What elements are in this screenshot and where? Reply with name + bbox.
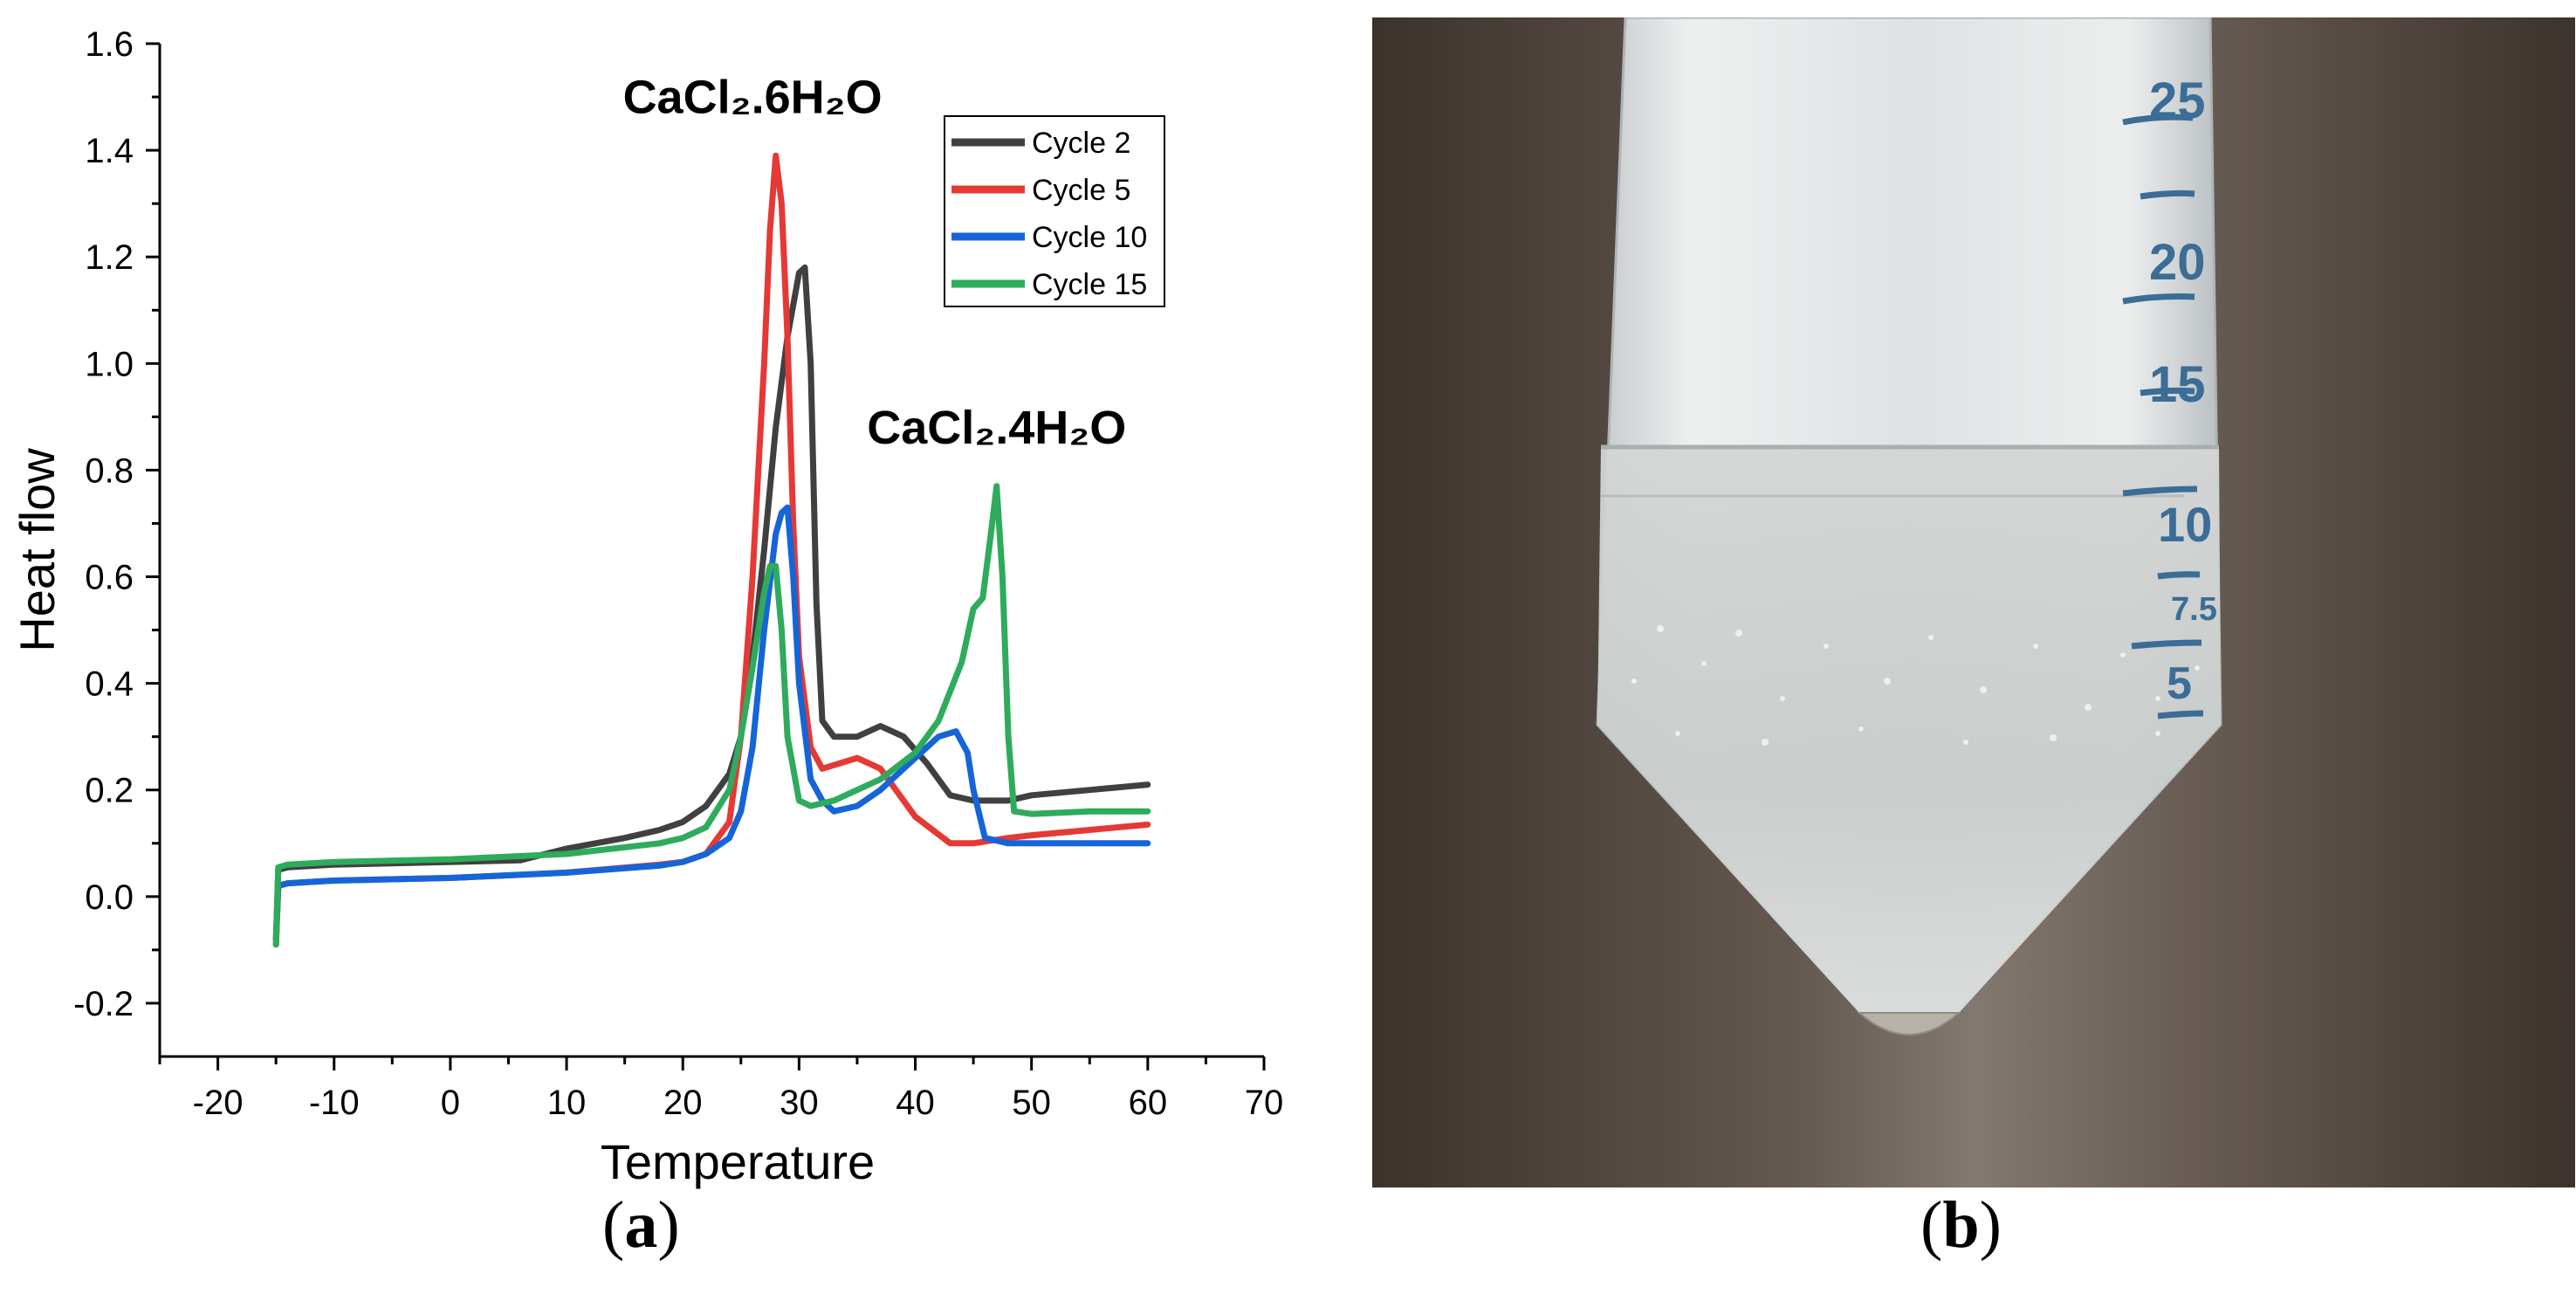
peak-annotation: CaCl₂.6H₂O bbox=[623, 71, 883, 123]
y-tick-label: 1.0 bbox=[85, 345, 134, 383]
y-tick-label: 0.0 bbox=[85, 878, 134, 917]
tube-photo: 25 20 15 10 7.5 5 bbox=[1372, 17, 2575, 1187]
x-tick-label: 60 bbox=[1129, 1084, 1168, 1122]
graduation-5: 5 bbox=[2167, 658, 2192, 709]
x-tick-label: 0 bbox=[441, 1084, 460, 1122]
panel-b-label: (b) bbox=[1920, 1188, 2002, 1262]
graduation-15: 15 bbox=[2149, 356, 2206, 413]
graduation-7-5: 7.5 bbox=[2171, 591, 2217, 628]
y-tick-label: -0.2 bbox=[73, 985, 134, 1023]
chart-series bbox=[272, 152, 1151, 948]
graduation-20: 20 bbox=[2149, 234, 2206, 291]
x-tick-label: 50 bbox=[1012, 1084, 1051, 1122]
series-line-cycle-10 bbox=[272, 504, 1151, 943]
x-tick-label: 30 bbox=[780, 1084, 819, 1122]
legend-label: Cycle 5 bbox=[1032, 174, 1130, 207]
tube-graduation-labels: 25 20 15 10 7.5 5 bbox=[2149, 72, 2217, 709]
series-line-cycle-15 bbox=[272, 483, 1151, 948]
x-tick-label: -20 bbox=[193, 1084, 244, 1122]
x-tick-label: -10 bbox=[309, 1084, 360, 1122]
heat-flow-chart: -0.2 0.0 0.2 0.4 0.6 0.8 1.0 1.2 1.4 1.6 -20 -10 0 10… bbox=[10, 25, 1283, 1189]
y-tick-label: 1.6 bbox=[85, 25, 134, 64]
x-tick-label: 20 bbox=[663, 1084, 703, 1122]
x-axis-title: Temperature bbox=[601, 1134, 875, 1189]
legend-box bbox=[944, 115, 1165, 307]
y-tick-label: 0.2 bbox=[85, 772, 134, 810]
panel-a-label: (a) bbox=[602, 1188, 680, 1262]
tube-graduation-scale bbox=[2122, 114, 2204, 719]
graduation-10: 10 bbox=[2158, 497, 2212, 552]
legend-label: Cycle 10 bbox=[1032, 221, 1147, 254]
chart-legend: Cycle 2 Cycle 5 Cycle 10 Cycle 15 bbox=[944, 115, 1165, 307]
y-tick-label: 1.4 bbox=[85, 132, 134, 170]
tube-liquid bbox=[1597, 445, 2221, 1013]
y-tick-label: 1.2 bbox=[85, 238, 134, 277]
x-tick-label: 70 bbox=[1245, 1084, 1284, 1122]
x-tick-label: 10 bbox=[547, 1084, 587, 1122]
y-axis-title: Heat flow bbox=[10, 448, 65, 652]
tube-tip bbox=[1857, 1012, 1961, 1036]
y-tick-label: 0.4 bbox=[85, 665, 134, 704]
y-tick-label: 0.8 bbox=[85, 451, 134, 490]
bubbles bbox=[1631, 625, 2200, 746]
peak-annotation: CaCl₂.4H₂O bbox=[867, 402, 1126, 454]
legend-label: Cycle 15 bbox=[1032, 268, 1147, 301]
y-tick-label: 0.6 bbox=[85, 559, 134, 597]
legend-label: Cycle 2 bbox=[1032, 127, 1130, 160]
graduation-25: 25 bbox=[2149, 72, 2206, 129]
x-tick-label: 40 bbox=[896, 1084, 935, 1122]
chart-axes: -0.2 0.0 0.2 0.4 0.6 0.8 1.0 1.2 1.4 1.6 -20 -10 0 10… bbox=[10, 25, 1283, 1189]
chart-annotations: CaCl₂.6H₂O CaCl₂.4H₂O bbox=[623, 71, 1127, 454]
